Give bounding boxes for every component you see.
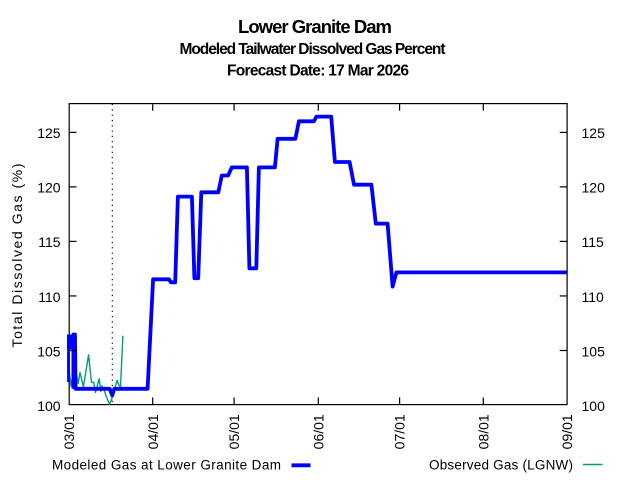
svg-text:115: 115 [582,234,605,250]
svg-text:06/01: 06/01 [310,414,326,449]
svg-text:03/01: 03/01 [61,414,77,449]
svg-text:120: 120 [37,180,61,196]
svg-text:100: 100 [582,398,606,414]
svg-text:105: 105 [582,343,606,359]
svg-text:Lower Granite Dam: Lower Granite Dam [238,16,392,37]
svg-text:110: 110 [582,289,605,305]
svg-text:125: 125 [582,125,606,141]
svg-text:Forecast Date: 17 Mar 2026: Forecast Date: 17 Mar 2026 [227,63,409,80]
svg-text:05/01: 05/01 [226,414,242,449]
svg-text:09/01: 09/01 [559,414,575,449]
svg-text:04/01: 04/01 [145,414,161,449]
svg-text:Total Dissolved Gas (%): Total Dissolved Gas (%) [9,164,25,348]
svg-text:Observed Gas (LGNW): Observed Gas (LGNW) [429,458,573,473]
svg-text:115: 115 [38,234,61,250]
svg-text:100: 100 [37,398,61,414]
svg-text:105: 105 [37,343,61,359]
svg-text:110: 110 [38,289,61,305]
svg-text:Modeled Tailwater Dissolved Ga: Modeled Tailwater Dissolved Gas Percent [180,41,446,58]
svg-text:120: 120 [582,180,606,196]
svg-text:07/01: 07/01 [392,414,408,449]
svg-text:08/01: 08/01 [475,414,491,449]
svg-text:125: 125 [37,125,61,141]
svg-text:Modeled Gas at Lower Granite D: Modeled Gas at Lower Granite Dam [52,458,281,473]
